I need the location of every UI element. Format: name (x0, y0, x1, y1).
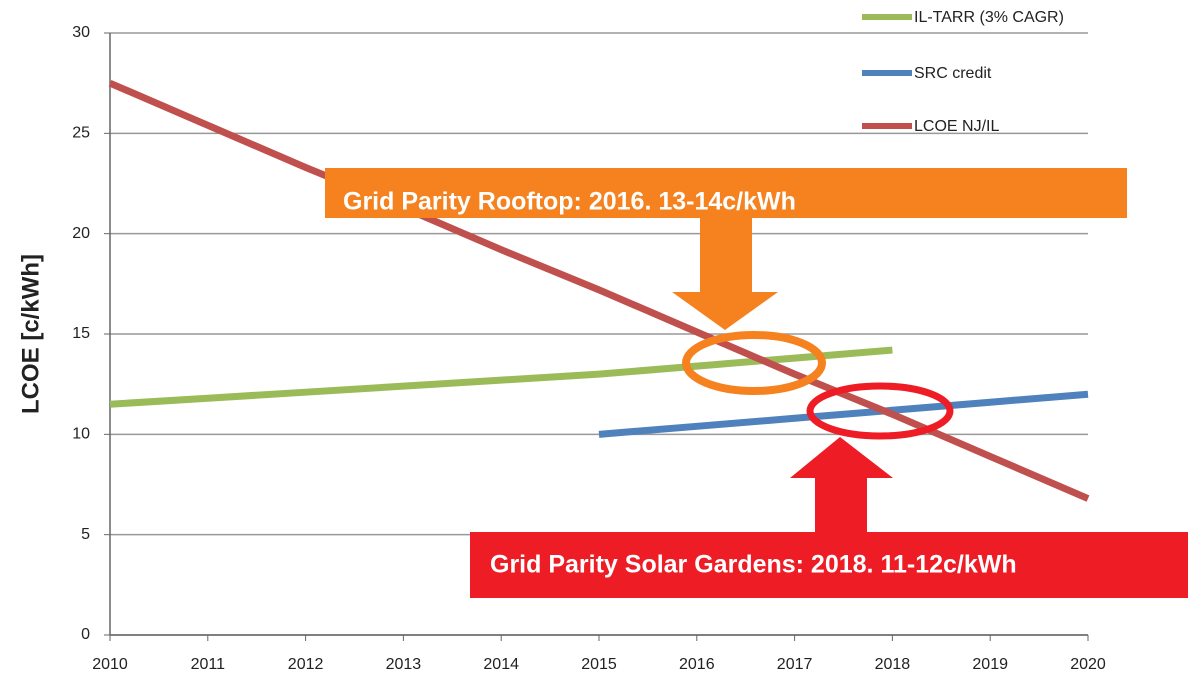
y-tick-label: 0 (81, 626, 90, 643)
y-tick-label: 25 (72, 125, 90, 142)
arrow (790, 437, 893, 535)
highlight-ellipse (682, 331, 826, 395)
y-tick-label: 30 (72, 24, 90, 41)
x-tick-label: 2013 (386, 656, 422, 673)
x-tick-label: 2019 (972, 656, 1008, 673)
highlight-ellipse (806, 382, 954, 440)
lines (108, 79, 1090, 502)
arrow (672, 218, 778, 330)
annotation: Grid Parity Solar Gardens: 2018. 11-12c/… (490, 551, 1017, 579)
legend-label: SRC credit (914, 65, 992, 82)
x-tick-label: 2020 (1070, 656, 1106, 673)
series-line (598, 390, 1089, 438)
grid: 0 5 10 15 20 25 30 2010 2011 2012 2013 2014 2015 2016… (72, 24, 1106, 673)
x-tick-label: 2016 (679, 656, 715, 673)
y-tick-label: 15 (72, 325, 90, 342)
y-tick-label: 10 (72, 426, 90, 443)
y-tick-label: 5 (81, 526, 90, 543)
legend: IL-TARR (3% CAGR) SRC credit LCOE NJ/IL (862, 9, 1064, 135)
x-tick-label: 2014 (483, 656, 519, 673)
legend-label: IL-TARR (3% CAGR) (914, 9, 1064, 26)
y-axis-label: LCOE [c/kWh] (17, 254, 44, 414)
x-tick-label: 2015 (581, 656, 617, 673)
x-tick-label: 2010 (92, 656, 128, 673)
y-tick-label: 20 (72, 225, 90, 242)
annotation: Grid Parity Rooftop: 2016. 13-14c/kWh (343, 188, 796, 216)
x-tick-label: 2018 (875, 656, 911, 673)
annotation-box (325, 168, 1127, 218)
series-line (108, 79, 1090, 502)
annotation-box (470, 532, 1188, 598)
legend-label: LCOE NJ/IL (914, 118, 999, 135)
x-tick-label: 2011 (191, 656, 226, 673)
x-tick-label: 2017 (777, 656, 813, 673)
series-line (109, 346, 893, 408)
x-tick-label: 2012 (288, 656, 324, 673)
